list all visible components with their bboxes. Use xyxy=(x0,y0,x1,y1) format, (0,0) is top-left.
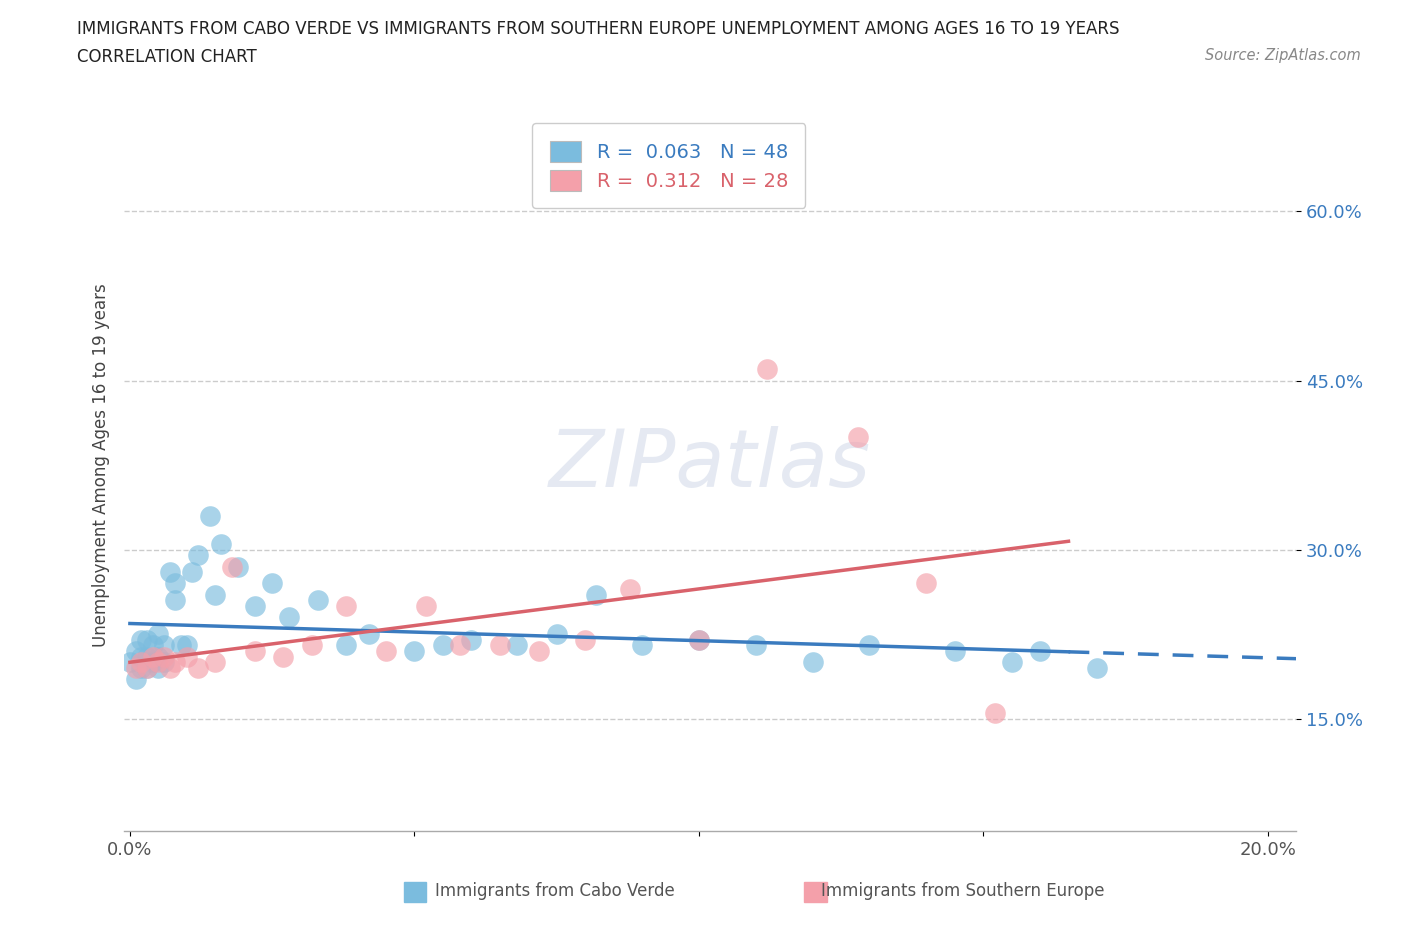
Point xyxy=(176,649,198,664)
Point xyxy=(148,660,170,675)
Text: Immigrants from Southern Europe: Immigrants from Southern Europe xyxy=(821,882,1105,900)
Point xyxy=(460,632,482,647)
Point xyxy=(756,362,779,377)
Point xyxy=(846,430,869,445)
Point xyxy=(153,649,176,664)
Point xyxy=(506,638,529,653)
Point xyxy=(243,644,266,658)
Point xyxy=(488,638,510,653)
Point xyxy=(204,655,226,670)
Point xyxy=(181,565,204,579)
Point xyxy=(187,660,209,675)
Point xyxy=(415,599,437,614)
Text: CORRELATION CHART: CORRELATION CHART xyxy=(77,48,257,66)
Text: ZIPatlas: ZIPatlas xyxy=(550,426,872,504)
Point xyxy=(165,576,187,591)
Point xyxy=(124,671,146,686)
Point xyxy=(744,638,766,653)
Point xyxy=(1000,655,1022,670)
Point xyxy=(546,627,568,642)
Text: IMMIGRANTS FROM CABO VERDE VS IMMIGRANTS FROM SOUTHERN EUROPE UNEMPLOYMENT AMONG: IMMIGRANTS FROM CABO VERDE VS IMMIGRANTS… xyxy=(77,20,1119,38)
Point xyxy=(136,660,159,675)
Point xyxy=(858,638,880,653)
Point xyxy=(243,599,266,614)
Point xyxy=(404,644,426,658)
Point xyxy=(148,627,170,642)
Point xyxy=(262,576,284,591)
Point xyxy=(915,576,938,591)
Point xyxy=(118,655,141,670)
Point xyxy=(136,649,159,664)
Point xyxy=(129,655,152,670)
Point xyxy=(983,706,1005,721)
Point xyxy=(529,644,551,658)
Point xyxy=(357,627,380,642)
Point xyxy=(273,649,295,664)
Point xyxy=(148,649,170,664)
Point xyxy=(129,660,152,675)
Point xyxy=(1085,660,1108,675)
Text: Source: ZipAtlas.com: Source: ZipAtlas.com xyxy=(1205,48,1361,63)
Point xyxy=(278,610,301,625)
Point xyxy=(124,644,146,658)
Point xyxy=(801,655,824,670)
Point xyxy=(129,649,152,664)
Point xyxy=(432,638,454,653)
Point xyxy=(165,593,187,608)
Text: Immigrants from Cabo Verde: Immigrants from Cabo Verde xyxy=(436,882,675,900)
Point xyxy=(142,638,165,653)
Point xyxy=(204,587,226,602)
Point xyxy=(688,632,710,647)
Point xyxy=(159,660,181,675)
Legend: R =  0.063   N = 48, R =  0.312   N = 28: R = 0.063 N = 48, R = 0.312 N = 28 xyxy=(533,123,806,208)
Point xyxy=(176,638,198,653)
Point xyxy=(619,581,641,596)
Point xyxy=(449,638,471,653)
Point xyxy=(153,638,176,653)
Point xyxy=(153,655,176,670)
Point xyxy=(1029,644,1052,658)
Point xyxy=(124,660,146,675)
Point xyxy=(585,587,607,602)
Point xyxy=(688,632,710,647)
Point xyxy=(187,548,209,563)
Point xyxy=(943,644,966,658)
Point xyxy=(136,660,159,675)
Point xyxy=(631,638,654,653)
Point xyxy=(198,509,221,524)
Point xyxy=(209,537,232,551)
Point xyxy=(307,593,329,608)
Y-axis label: Unemployment Among Ages 16 to 19 years: Unemployment Among Ages 16 to 19 years xyxy=(93,284,110,647)
Point xyxy=(142,649,165,664)
Point xyxy=(301,638,323,653)
Point xyxy=(574,632,596,647)
Point xyxy=(335,638,357,653)
Point xyxy=(136,632,159,647)
Point xyxy=(148,655,170,670)
Point xyxy=(142,655,165,670)
Point xyxy=(129,632,152,647)
Point xyxy=(226,559,249,574)
Point xyxy=(335,599,357,614)
Point xyxy=(159,565,181,579)
Point xyxy=(170,638,193,653)
Point xyxy=(221,559,243,574)
Point xyxy=(165,655,187,670)
Point xyxy=(374,644,396,658)
